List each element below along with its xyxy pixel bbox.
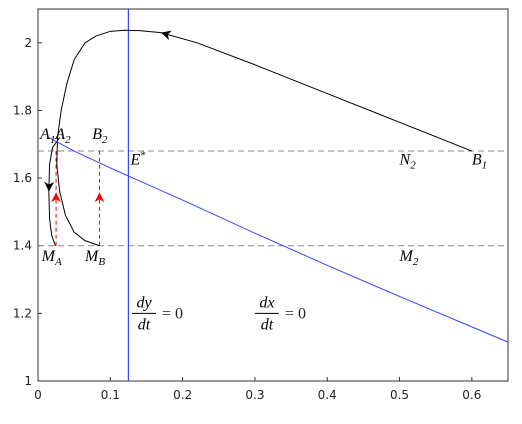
fraction-den: dt: [138, 316, 151, 333]
annotation-text: M: [84, 248, 100, 265]
fraction-rhs: = 0: [285, 305, 306, 322]
fraction-num: dx: [259, 294, 274, 311]
trajectory: [56, 29, 473, 247]
annotation: M2: [399, 248, 419, 268]
annotation-sub: 1: [50, 134, 56, 146]
annotation-text: N: [399, 152, 412, 169]
annotation: A2: [54, 126, 71, 146]
direction-arrow: [44, 181, 55, 192]
annotation-text: M: [399, 248, 415, 265]
trajectory: [48, 137, 509, 343]
x-tick-label: 0.4: [318, 388, 337, 402]
annotation-text: B: [472, 152, 482, 169]
annotation-text: A: [39, 126, 50, 143]
annotation-text: B: [92, 126, 102, 143]
annotation: MB: [84, 248, 105, 268]
annotation: B2: [92, 126, 108, 146]
annotation-sub: 1: [482, 160, 488, 172]
annotation-sub: A: [54, 256, 62, 268]
y-tick-label: 1.4: [13, 239, 32, 253]
annotation-text: A: [54, 126, 65, 143]
y-tick-label: 2: [24, 36, 32, 50]
x-tick-label: 0.1: [101, 388, 120, 402]
annotation-text: E: [130, 152, 141, 169]
annotation-sub: 2: [413, 256, 419, 268]
fraction-den: dt: [261, 316, 274, 333]
fraction-rhs: = 0: [162, 305, 183, 322]
x-tick-label: 0.2: [173, 388, 192, 402]
annotation-text: M: [41, 248, 57, 265]
annotation: E*: [130, 150, 146, 169]
annotation-sub: B: [98, 256, 105, 268]
annotation: A1: [39, 126, 55, 146]
trajectory: [48, 137, 61, 246]
y-tick-label: 1: [24, 374, 32, 388]
y-tick-label: 1.2: [13, 306, 32, 320]
x-tick-label: 0.6: [462, 388, 481, 402]
annotation-sub: 2: [410, 160, 416, 172]
direction-arrow: [160, 30, 172, 41]
x-tick-label: 0.5: [390, 388, 409, 402]
x-tick-label: 0.3: [245, 388, 264, 402]
annotation-sub: 2: [65, 134, 71, 146]
x-tick-label: 0: [34, 388, 42, 402]
fraction-num: dy: [136, 294, 152, 311]
red-arrow: [51, 192, 61, 203]
plot-frame: [37, 8, 509, 382]
annotation-sub: 2: [102, 134, 108, 146]
annotation: B1: [472, 152, 487, 172]
y-tick-label: 1.8: [13, 103, 32, 117]
annotation: N2: [399, 152, 417, 172]
annotation-sup: *: [140, 150, 146, 162]
annotation: MA: [41, 248, 62, 268]
y-tick-label: 1.6: [13, 171, 32, 185]
red-arrow: [94, 192, 105, 203]
